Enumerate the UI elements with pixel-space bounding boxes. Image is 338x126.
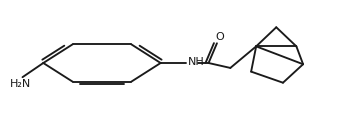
- Text: O: O: [215, 32, 224, 42]
- Text: NH: NH: [188, 57, 204, 67]
- Text: H₂N: H₂N: [10, 79, 31, 89]
